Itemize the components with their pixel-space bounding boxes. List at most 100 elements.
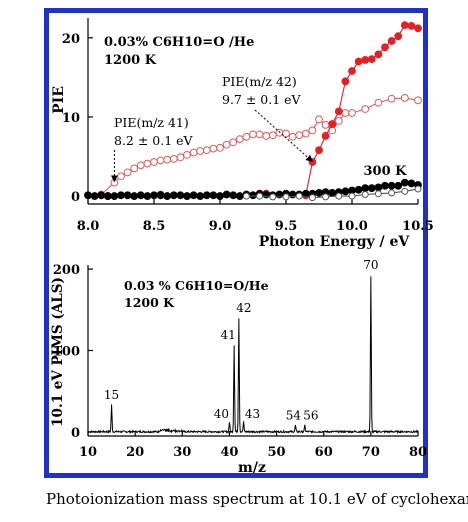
data-point-open-black-line bbox=[361, 191, 369, 199]
data-point-filled-black-line bbox=[97, 191, 106, 200]
pie42-label: PIE(m/z 42) bbox=[222, 74, 297, 89]
data-point-open-red-line bbox=[321, 120, 330, 129]
data-point-filled-red-line bbox=[387, 37, 396, 45]
data-point-open-black-line bbox=[322, 193, 330, 201]
data-point-open-red-line bbox=[123, 168, 132, 177]
data-point-filled-red-line bbox=[407, 22, 416, 30]
data-point-filled-black-line bbox=[400, 178, 409, 187]
bottom-x-tick-label: 40 bbox=[220, 445, 238, 460]
data-point-open-red-line bbox=[334, 116, 343, 125]
data-point-open-red-line bbox=[282, 129, 290, 138]
pie41-value: 8.2 ± 0.1 eV bbox=[114, 133, 194, 148]
data-point-filled-black-line bbox=[229, 191, 238, 200]
data-point-filled-black-line bbox=[169, 191, 178, 200]
data-point-open-red-line bbox=[169, 154, 178, 163]
data-point-filled-red-line bbox=[334, 107, 343, 116]
pie41-label: PIE(m/z 41) bbox=[114, 115, 189, 130]
bottom-temp-label: 1200 K bbox=[124, 295, 175, 310]
data-point-filled-black-line bbox=[209, 191, 218, 200]
top-xlabel: Photon Energy / eV bbox=[259, 234, 411, 250]
figure-frame bbox=[44, 8, 428, 478]
data-point-open-red-line bbox=[387, 94, 396, 103]
top-ylabel: PIE bbox=[51, 86, 67, 114]
top-x-tick-label: 10.0 bbox=[336, 219, 368, 234]
data-point-open-black-line bbox=[256, 192, 264, 200]
top-x-tick-label: 9.0 bbox=[209, 219, 232, 234]
top-pie-panel: 8.0 8.5 9.0 9.5 10.0 10.5 0 10 20 PIE Photon En… bbox=[51, 18, 434, 250]
data-point-open-red-line bbox=[130, 164, 139, 173]
peak-label: 70 bbox=[363, 258, 378, 272]
bottom-y-tick-label: 100 bbox=[53, 345, 80, 360]
data-point-open-red-line bbox=[229, 138, 238, 147]
data-point-filled-red-line bbox=[381, 43, 389, 52]
data-point-open-black-line bbox=[348, 192, 356, 200]
data-point-open-red-line bbox=[255, 130, 264, 139]
data-point-open-red-line bbox=[209, 144, 218, 153]
data-point-open-red-line bbox=[341, 109, 350, 117]
bottom-x-tick-label: 10 bbox=[79, 445, 97, 460]
data-point-filled-red-line bbox=[328, 120, 337, 128]
data-point-filled-black-line bbox=[156, 191, 165, 200]
data-point-filled-black-line bbox=[176, 191, 185, 200]
data-point-open-red-line bbox=[235, 135, 244, 143]
top-temp-label: 1200 K bbox=[104, 53, 157, 68]
data-point-filled-black-line bbox=[196, 192, 205, 200]
data-point-open-red-line bbox=[275, 128, 284, 137]
bottom-x-tick-label: 80 bbox=[409, 445, 427, 460]
data-point-open-red-line bbox=[348, 109, 356, 117]
data-point-open-red-line bbox=[295, 131, 304, 140]
data-point-open-red-line bbox=[150, 158, 158, 166]
data-point-open-red-line bbox=[249, 130, 257, 139]
data-point-filled-black-line bbox=[374, 183, 383, 192]
data-point-filled-black-line bbox=[103, 192, 112, 200]
peak-label: 40 bbox=[214, 407, 229, 421]
peak-label: 42 bbox=[236, 301, 251, 315]
data-point-filled-black-line bbox=[90, 192, 99, 200]
peak-label: 54 bbox=[286, 408, 302, 422]
bottom-x-tick-label: 20 bbox=[126, 445, 144, 460]
data-point-filled-red-line bbox=[414, 24, 422, 33]
data-point-filled-red-line bbox=[361, 56, 370, 64]
data-point-filled-red-line bbox=[354, 57, 363, 66]
bottom-xlabel: m/z bbox=[238, 460, 266, 476]
data-point-filled-black-line bbox=[367, 184, 376, 193]
peak-label: 43 bbox=[245, 407, 260, 421]
top-x-tick-label: 8.0 bbox=[77, 219, 100, 234]
data-point-filled-black-line bbox=[407, 179, 416, 188]
top-y-tick-label: 20 bbox=[62, 32, 80, 47]
data-point-filled-black-line bbox=[202, 191, 211, 200]
top-x-tick-label: 10.5 bbox=[402, 219, 434, 234]
data-point-filled-black-line bbox=[110, 192, 119, 200]
data-point-open-black-line bbox=[269, 193, 277, 201]
top-x-tick-label: 9.5 bbox=[275, 219, 298, 234]
data-point-open-black-line bbox=[295, 192, 303, 200]
mass-spectrum-trace bbox=[87, 276, 419, 435]
data-point-open-red-line bbox=[143, 159, 152, 168]
data-point-filled-black-line bbox=[130, 192, 139, 200]
data-point-open-black-line bbox=[414, 185, 422, 193]
peak-label: 56 bbox=[303, 408, 318, 422]
data-point-filled-black-line bbox=[354, 185, 363, 194]
bottom-x-tick-label: 70 bbox=[362, 445, 380, 460]
data-point-filled-black-line bbox=[361, 184, 370, 193]
peak-label: 15 bbox=[104, 388, 119, 402]
pie42-value: 9.7 ± 0.1 eV bbox=[222, 92, 302, 107]
data-point-open-red-line bbox=[315, 115, 323, 124]
data-point-filled-red-line bbox=[348, 67, 356, 75]
data-point-open-red-line bbox=[361, 105, 370, 113]
data-point-open-red-line bbox=[414, 96, 422, 105]
data-point-filled-black-line bbox=[123, 191, 132, 200]
data-point-filled-red-line bbox=[400, 21, 409, 30]
data-point-open-red-line bbox=[189, 148, 198, 157]
temp-300k-label: 300 K bbox=[364, 164, 408, 179]
data-point-open-red-line bbox=[301, 129, 310, 138]
bottom-x-tick-label: 60 bbox=[315, 445, 333, 460]
data-point-filled-red-line bbox=[367, 55, 376, 64]
data-point-filled-black-line bbox=[341, 187, 350, 196]
data-point-filled-black-line bbox=[387, 181, 396, 190]
top-y-tick-label: 0 bbox=[71, 190, 80, 205]
data-point-filled-black-line bbox=[381, 181, 389, 190]
data-point-open-black-line bbox=[388, 189, 396, 197]
